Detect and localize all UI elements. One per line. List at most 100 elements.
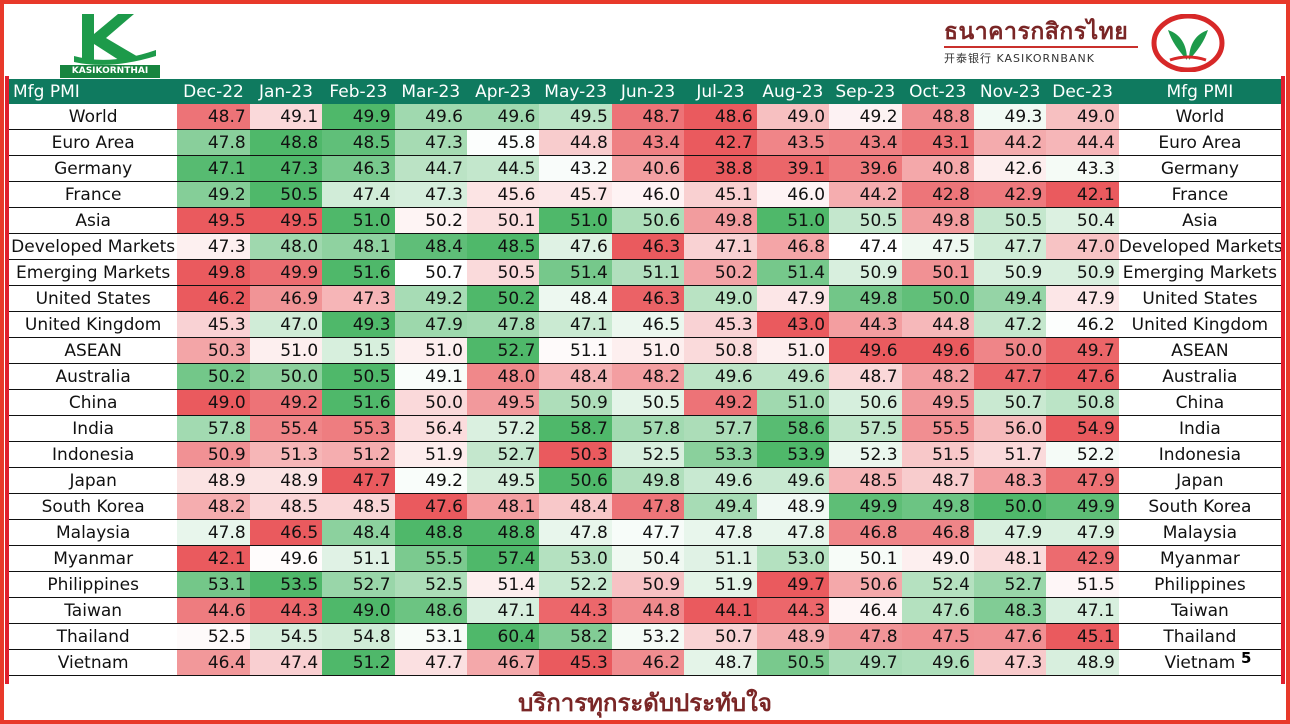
row-label: ASEAN bbox=[9, 337, 178, 364]
heatmap-cell: 56.0 bbox=[973, 415, 1047, 442]
heatmap-cell: 49.6 bbox=[466, 104, 540, 130]
heatmap-cell: 55.3 bbox=[322, 415, 395, 442]
heatmap-cell: 44.1 bbox=[684, 597, 757, 624]
heatmap-cell: 47.8 bbox=[177, 129, 250, 156]
heatmap-cell: 49.8 bbox=[177, 259, 250, 286]
heatmap-cell: 47.1 bbox=[684, 233, 757, 260]
column-header: Dec-23 bbox=[1046, 79, 1119, 104]
heatmap-cell: 50.3 bbox=[539, 441, 612, 468]
table-row: France 49.2 50.5 47.4 47.3 45.6 45.7 46.0 45.1 46… bbox=[9, 181, 1281, 208]
heatmap-cell: 47.6 bbox=[394, 493, 467, 520]
heatmap-cell: 52.5 bbox=[177, 623, 250, 650]
heatmap-cell: 44.2 bbox=[829, 181, 902, 208]
heatmap-cell: 50.6 bbox=[829, 389, 902, 416]
heatmap-cell: 54.8 bbox=[322, 623, 395, 650]
heatmap-cell: 49.2 bbox=[829, 104, 902, 130]
heatmap-cell: 51.0 bbox=[756, 389, 830, 416]
row-label-right: Indonesia bbox=[1118, 441, 1281, 468]
heatmap-cell: 53.0 bbox=[756, 545, 830, 572]
row-label-right: Taiwan bbox=[1118, 597, 1281, 624]
heatmap-cell: 50.6 bbox=[611, 207, 685, 234]
heatmap-cell: 49.6 bbox=[756, 467, 830, 494]
heatmap-cell: 47.9 bbox=[1046, 285, 1119, 312]
heatmap-cell: 50.9 bbox=[611, 571, 685, 598]
heatmap-cell: 44.3 bbox=[539, 597, 612, 624]
heatmap-cell: 49.8 bbox=[901, 493, 974, 520]
heatmap-cell: 47.3 bbox=[322, 285, 395, 312]
row-label-right: United States bbox=[1118, 285, 1281, 312]
row-label: Thailand bbox=[9, 623, 178, 650]
column-header: Apr-23 bbox=[466, 79, 540, 104]
table-row: Australia 50.2 50.0 50.5 49.1 48.0 48.4 48.2 49.… bbox=[9, 363, 1281, 390]
heatmap-cell: 46.8 bbox=[756, 233, 830, 260]
kasikornbank-logo bbox=[1150, 13, 1226, 76]
table-row: Germany 47.1 47.3 46.3 44.7 44.5 43.2 40.6 38.8 3… bbox=[9, 155, 1281, 182]
heatmap-cell: 44.7 bbox=[394, 155, 467, 182]
column-header: Jun-23 bbox=[611, 79, 685, 104]
row-label-right: Philippines bbox=[1118, 571, 1281, 598]
heatmap-cell: 49.0 bbox=[901, 545, 974, 572]
heatmap-cell: 51.4 bbox=[539, 259, 612, 286]
heatmap-cell: 49.5 bbox=[177, 207, 250, 234]
column-header: Feb-23 bbox=[322, 79, 395, 104]
heatmap-cell: 50.5 bbox=[611, 389, 685, 416]
heatmap-cell: 46.0 bbox=[611, 181, 685, 208]
heatmap-cell: 50.1 bbox=[466, 207, 540, 234]
row-label-right: South Korea bbox=[1118, 493, 1281, 520]
heatmap-cell: 50.1 bbox=[829, 545, 902, 572]
heatmap-cell: 52.7 bbox=[466, 441, 540, 468]
row-label-right: Malaysia bbox=[1118, 519, 1281, 546]
row-label: Indonesia bbox=[9, 441, 178, 468]
heatmap-cell: 49.0 bbox=[1046, 104, 1119, 130]
heatmap-cell: 45.1 bbox=[684, 181, 757, 208]
table-frame bbox=[5, 76, 1285, 684]
column-header: Oct-23 bbox=[901, 79, 974, 104]
row-label-right: ASEAN bbox=[1118, 337, 1281, 364]
heatmap-cell: 47.6 bbox=[973, 623, 1047, 650]
heatmap-cell: 49.7 bbox=[829, 649, 902, 676]
column-header: Aug-23 bbox=[756, 79, 830, 104]
heatmap-cell: 48.1 bbox=[322, 233, 395, 260]
table-row: Emerging Markets 49.8 49.9 51.6 50.7 50.5 51.4… bbox=[9, 259, 1281, 286]
heatmap-cell: 44.8 bbox=[539, 129, 612, 156]
heatmap-cell: 42.8 bbox=[901, 181, 974, 208]
row-label: South Korea bbox=[9, 493, 178, 520]
heatmap-cell: 48.4 bbox=[322, 519, 395, 546]
heatmap-cell: 55.4 bbox=[249, 415, 323, 442]
heatmap-cell: 53.1 bbox=[394, 623, 467, 650]
heatmap-cell: 48.0 bbox=[466, 363, 540, 390]
row-label: Euro Area bbox=[9, 129, 178, 156]
heatmap-cell: 51.1 bbox=[684, 545, 757, 572]
heatmap-cell: 48.5 bbox=[322, 493, 395, 520]
heatmap-cell: 45.3 bbox=[539, 649, 612, 676]
row-label-right: Asia bbox=[1118, 207, 1281, 234]
heatmap-cell: 44.3 bbox=[829, 311, 902, 338]
heatmap-cell: 47.6 bbox=[1046, 363, 1119, 390]
heatmap-cell: 49.1 bbox=[249, 104, 323, 130]
heatmap-cell: 50.2 bbox=[466, 285, 540, 312]
heatmap-cell: 49.1 bbox=[394, 363, 467, 390]
table-row: Asia 49.5 49.5 51.0 50.2 50.1 51.0 50.6 49.8 51.0… bbox=[9, 207, 1281, 234]
heatmap-cell: 50.4 bbox=[611, 545, 685, 572]
heatmap-cell: 52.4 bbox=[901, 571, 974, 598]
heatmap-cell: 47.8 bbox=[611, 493, 685, 520]
heatmap-cell: 43.5 bbox=[756, 129, 830, 156]
heatmap-cell: 51.1 bbox=[539, 337, 612, 364]
heatmap-cell: 53.3 bbox=[684, 441, 757, 468]
heatmap-cell: 51.0 bbox=[539, 207, 612, 234]
heatmap-cell: 51.3 bbox=[249, 441, 323, 468]
heatmap-cell: 45.3 bbox=[684, 311, 757, 338]
heatmap-cell: 48.7 bbox=[829, 363, 902, 390]
row-label: Asia bbox=[9, 207, 178, 234]
heatmap-cell: 50.2 bbox=[177, 363, 250, 390]
heatmap-cell: 48.7 bbox=[177, 104, 250, 130]
heatmap-cell: 50.9 bbox=[1046, 259, 1119, 286]
row-label-right: Japan bbox=[1118, 467, 1281, 494]
heatmap-cell: 44.6 bbox=[177, 597, 250, 624]
heatmap-cell: 42.9 bbox=[1046, 545, 1119, 572]
row-label: India bbox=[9, 415, 178, 442]
heatmap-cell: 49.5 bbox=[466, 389, 540, 416]
row-label: Germany bbox=[9, 155, 178, 182]
heatmap-cell: 51.0 bbox=[756, 207, 830, 234]
heatmap-cell: 51.1 bbox=[322, 545, 395, 572]
